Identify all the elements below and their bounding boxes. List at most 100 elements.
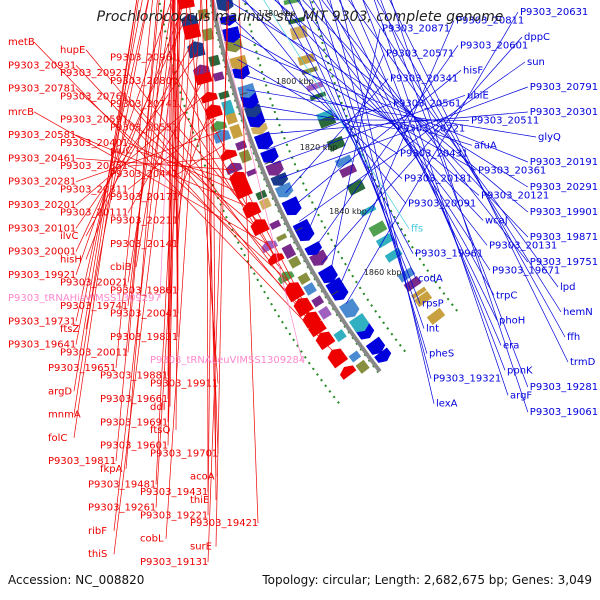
gene-label-right: P9303_19961 bbox=[415, 249, 483, 260]
cog-block bbox=[212, 71, 225, 82]
gene-label-left: ftsZ bbox=[60, 324, 79, 335]
gene-label-left: P9303_20011 bbox=[60, 347, 128, 358]
cog-block bbox=[235, 140, 248, 151]
forward-gene-arrow bbox=[277, 271, 295, 285]
gene-label-left: P9303_19421 bbox=[190, 518, 258, 529]
cog-block bbox=[276, 233, 288, 242]
leader-line bbox=[73, 0, 139, 438]
cog-block bbox=[311, 295, 325, 308]
gene-labels: metB hupE P9303_20961 P9303_20931P9303_2092… bbox=[8, 7, 598, 568]
gene-label-right: P9303_20811 bbox=[456, 15, 524, 26]
forward-gene-arrow bbox=[177, 0, 195, 10]
gene-label-left: P9303_tRNALeuVIMSS1309284 bbox=[150, 355, 305, 366]
reverse-gene-arrow bbox=[374, 347, 392, 363]
gene-label-right: P9303_20791 bbox=[530, 82, 598, 93]
leader-line bbox=[321, 36, 523, 264]
leader-line bbox=[267, 103, 392, 150]
gene-label-left: P9303_20591 bbox=[60, 115, 128, 126]
cog-block bbox=[306, 81, 324, 92]
gene-label-right: P9303_19061 bbox=[530, 407, 598, 418]
leader-line bbox=[340, 0, 435, 404]
gene-label-left: folC bbox=[48, 433, 67, 444]
gene-label-left: hisH bbox=[60, 254, 82, 265]
gene-label-right: phoH bbox=[499, 315, 525, 326]
cog-block bbox=[201, 27, 215, 42]
gene-label-right: glyQ bbox=[538, 132, 561, 143]
forward-gene-arrow bbox=[193, 64, 211, 77]
cog-block bbox=[258, 197, 272, 211]
cog-block bbox=[297, 272, 311, 285]
leader-line bbox=[155, 0, 182, 485]
gene-label-left: P9303_20441 bbox=[110, 169, 178, 180]
leader-line bbox=[75, 65, 310, 317]
leader-line bbox=[326, 0, 495, 296]
cog-block bbox=[316, 109, 334, 121]
kbp-tick-label: 1840 kbp bbox=[329, 207, 367, 216]
gene-label-left: P9303_20461 bbox=[8, 153, 76, 164]
kbp-tick-mark bbox=[331, 290, 339, 296]
gene-label-right: codA bbox=[418, 274, 443, 285]
gene-label-right: sun bbox=[527, 57, 545, 68]
gene-label-right: ppnK bbox=[507, 365, 533, 376]
gene-label-right: P9303_20291 bbox=[530, 182, 598, 193]
leader-line bbox=[390, 0, 529, 413]
gene-label-left: P9303_20931 bbox=[8, 60, 76, 71]
gene-label-right: afuA bbox=[474, 140, 497, 151]
gene-label-left: P9303_20201 bbox=[8, 200, 76, 211]
gene-label-right: P9303_20181 bbox=[404, 174, 472, 185]
gene-label-left: P9303_20111 bbox=[60, 208, 128, 219]
leader-line bbox=[226, 13, 403, 179]
forward-gene-arrow bbox=[225, 162, 243, 175]
gene-label-left: ddl bbox=[150, 402, 165, 413]
leader-line bbox=[319, 0, 428, 354]
gene-label-left: P9303_19911 bbox=[150, 378, 218, 389]
gene-label-left: P9303_20761 bbox=[60, 91, 128, 102]
leader-line bbox=[244, 0, 407, 204]
gene-label-left: P9303_20741 bbox=[110, 99, 178, 110]
leader-line bbox=[172, 0, 179, 337]
gene-label-left: P9303_19431 bbox=[140, 487, 208, 498]
gene-label-right: P9303_19871 bbox=[530, 232, 598, 243]
leader-line bbox=[376, 0, 566, 338]
leader-line bbox=[207, 0, 214, 516]
gene-label-right: P9303_20131 bbox=[489, 240, 557, 251]
gene-label-right: lpd bbox=[560, 282, 575, 293]
gene-label-left: P9303_20141 bbox=[110, 239, 178, 250]
gene-label-right: era bbox=[503, 340, 519, 351]
gene-label-left: P9303_19861 bbox=[110, 285, 178, 296]
leader-line bbox=[175, 0, 180, 431]
leader-line bbox=[338, 0, 498, 321]
gene-label-left: P9303_20801 bbox=[110, 76, 178, 87]
leader-line bbox=[373, 0, 509, 396]
leader-line bbox=[75, 0, 172, 275]
gene-label-right: trmD bbox=[570, 357, 596, 368]
leader-line bbox=[298, 61, 526, 222]
gene-label-left: thiS bbox=[88, 549, 107, 560]
gene-label-left: P9303_20551 bbox=[110, 122, 178, 133]
gene-label-left: P9303_20101 bbox=[8, 223, 76, 234]
leader-line bbox=[113, 0, 182, 555]
leader-line bbox=[272, 95, 466, 165]
gene-label-right: P9303_20601 bbox=[460, 40, 528, 51]
kbp-tick-label: 1820 kbp bbox=[300, 143, 338, 152]
gene-label-left: P9303_19661 bbox=[100, 394, 168, 405]
leader-line bbox=[274, 0, 529, 213]
forward-gene-arrow bbox=[187, 41, 206, 59]
leader-line bbox=[337, 20, 455, 291]
leader-line bbox=[292, 70, 462, 208]
leader-line bbox=[201, 0, 219, 454]
topology-summary: Topology: circular; Length: 2,682,675 bp… bbox=[262, 573, 592, 587]
gene-label-left: P9303_20021 bbox=[60, 278, 128, 289]
leader-line bbox=[345, 11, 519, 304]
gene-label-left: P9303_19921 bbox=[8, 270, 76, 281]
gene-label-left: P9303_19131 bbox=[140, 557, 208, 568]
gene-label-left: P9303_20211 bbox=[110, 216, 178, 227]
cog-block bbox=[403, 275, 422, 292]
leader-line bbox=[167, 0, 176, 423]
gene-label-left: P9303_19221 bbox=[140, 510, 208, 521]
cog-block bbox=[375, 232, 394, 249]
leader-line bbox=[277, 0, 414, 254]
cog-block bbox=[368, 220, 388, 238]
gene-label-left: P9303_20921 bbox=[60, 68, 128, 79]
gene-label-right: pheS bbox=[429, 349, 454, 360]
